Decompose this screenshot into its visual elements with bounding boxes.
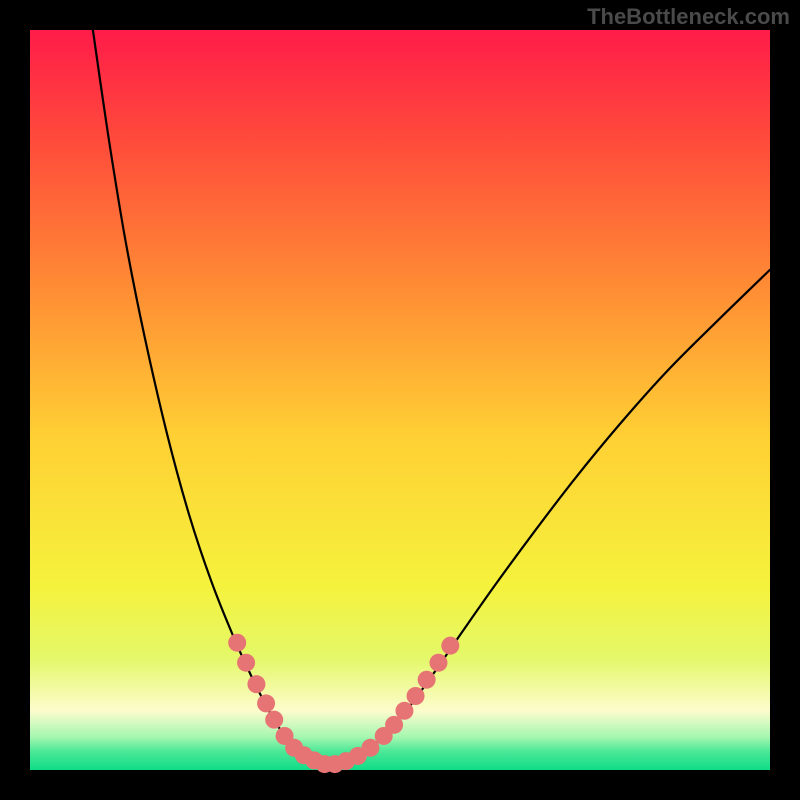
marker-dot	[407, 687, 425, 705]
marker-dot	[257, 694, 275, 712]
marker-dot	[228, 634, 246, 652]
marker-dot	[395, 702, 413, 720]
marker-dot	[265, 711, 283, 729]
watermark-text: TheBottleneck.com	[587, 4, 790, 30]
marker-dot	[247, 675, 265, 693]
marker-dot	[418, 671, 436, 689]
marker-dot	[441, 637, 459, 655]
marker-dot	[237, 654, 255, 672]
bottleneck-chart-svg	[0, 0, 800, 800]
marker-dot	[429, 654, 447, 672]
gradient-plot-area	[30, 30, 770, 770]
chart-canvas: TheBottleneck.com	[0, 0, 800, 800]
